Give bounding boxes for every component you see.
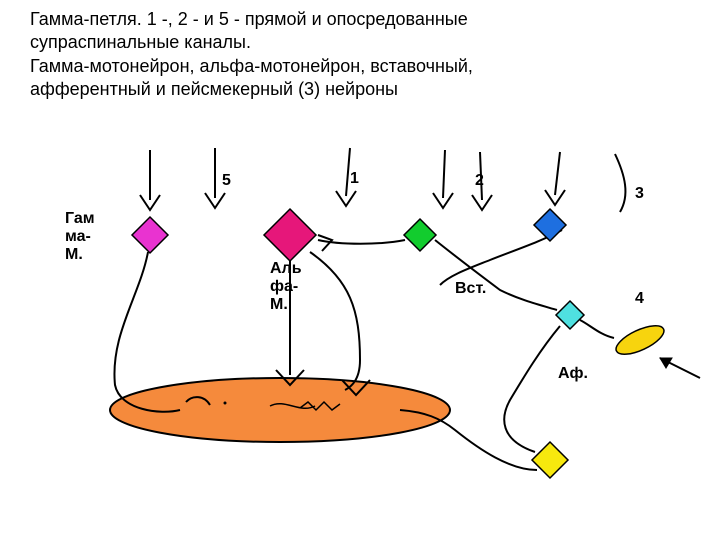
neuron-cyan4 <box>556 301 584 329</box>
diagram-label: Аф. <box>558 365 588 383</box>
synapse-fork <box>318 235 332 251</box>
neuron-inter <box>404 219 436 251</box>
title-line-1: Гамма-петля. 1 -, 2 - и 5 - прямой и опо… <box>30 8 690 31</box>
diagram-label: 3 <box>635 185 644 203</box>
axon-connection <box>504 326 560 452</box>
diagram-label: 1 <box>350 170 359 188</box>
diagram-label: Аль фа- М. <box>270 260 302 314</box>
descending-axon <box>140 150 160 210</box>
axon-connection <box>580 320 614 338</box>
neuron-gamma <box>132 217 168 253</box>
descending-axon <box>433 150 453 208</box>
descending-axon <box>545 152 565 205</box>
diagram-label: Гам ма- М. <box>65 210 95 264</box>
muscle-spindle <box>110 378 450 442</box>
gamma-loop-diagram: 5 1 2 3 4 Гам ма- М. Аль фа- М. Вст. Аф. <box>0 140 720 540</box>
title-line-3: Гамма-мотонейрон, альфа-мотонейрон, вста… <box>30 55 690 78</box>
title-line-4: афферентный и пейсмекерный (3) нейроны <box>30 78 690 101</box>
dot <box>224 402 227 405</box>
neuron-yellow_body <box>612 320 668 360</box>
diagram-label: Вст. <box>455 280 486 298</box>
neuron-yellow_low <box>532 442 568 478</box>
axon-connection <box>310 252 360 390</box>
descending-axon <box>615 154 625 212</box>
title-line-2: супраспинальные каналы. <box>30 31 690 54</box>
neuron-blue3 <box>534 209 566 241</box>
diagram-label: 5 <box>222 172 231 190</box>
title-block: Гамма-петля. 1 -, 2 - и 5 - прямой и опо… <box>30 8 690 102</box>
diagram-label: 2 <box>475 172 484 190</box>
diagram-label: 4 <box>635 290 644 308</box>
neuron-alpha <box>264 209 316 261</box>
